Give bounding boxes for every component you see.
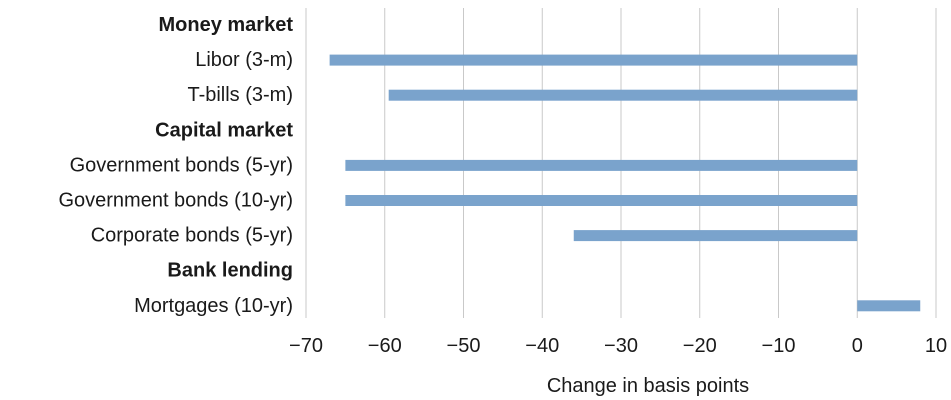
category-label: Libor (3-m) (195, 49, 293, 71)
bar (388, 89, 858, 101)
group-header-label: Money market (159, 14, 294, 36)
category-label: Mortgages (10-yr) (134, 295, 293, 317)
bar (857, 300, 921, 312)
x-tick-label: −50 (447, 335, 481, 357)
x-tick-label: −10 (762, 335, 796, 357)
bar (345, 195, 858, 206)
x-tick-label: −60 (368, 335, 402, 357)
category-label: T-bills (3-m) (187, 84, 293, 106)
x-tick-label: −30 (604, 335, 638, 357)
x-tick-label: −70 (289, 335, 323, 357)
category-label: Government bonds (5-yr) (70, 154, 293, 176)
group-header-label: Bank lending (167, 260, 293, 282)
x-tick-labels: −70 −60 −50 −40 −30 −20 −10 0 10 (289, 335, 947, 357)
x-tick-label: −40 (525, 335, 559, 357)
x-tick-label: 10 (925, 335, 947, 357)
bar (329, 54, 858, 66)
group-header-label: Capital market (155, 119, 293, 141)
x-tick-label: 0 (852, 335, 863, 357)
category-label: Corporate bonds (5-yr) (91, 225, 293, 247)
x-tick-label: −20 (683, 335, 717, 357)
x-axis-title: Change in basis points (547, 375, 749, 397)
bar (345, 159, 858, 171)
bar (573, 230, 858, 242)
category-label: Government bonds (10-yr) (58, 190, 293, 212)
category-labels: Money market Libor (3-m) T-bills (3-m) Capi… (58, 14, 293, 317)
bars (329, 54, 921, 312)
